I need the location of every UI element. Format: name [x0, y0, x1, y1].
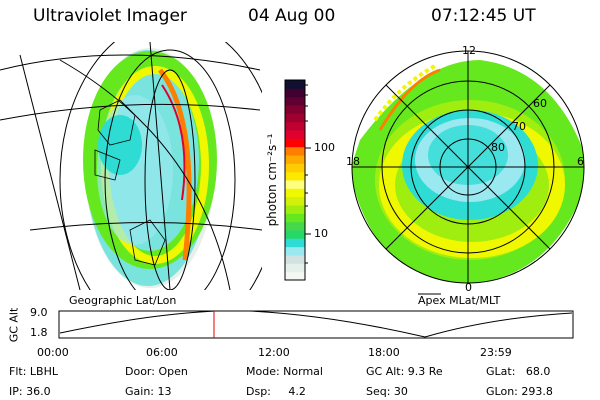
colorbar-frame — [284, 79, 306, 281]
colorbar-ticks — [305, 84, 311, 264]
status-door: Door: Open — [125, 365, 188, 378]
altitude-xtick-0000: 00:00 — [37, 346, 69, 359]
time-label: 07:12:45 UT — [431, 6, 536, 26]
status-gc-alt: GC Alt: 9.3 Re — [366, 365, 443, 378]
polar-cap-core — [98, 115, 142, 175]
colorbar-segment — [285, 80, 305, 89]
colorbar-segment — [285, 196, 305, 206]
colorbar-segment — [285, 113, 305, 123]
status-mode: Mode: Normal — [246, 365, 323, 378]
mlat-label-70: 70 — [512, 120, 526, 133]
colorbar-unit-label: photon cm⁻²s⁻¹ — [265, 133, 279, 227]
altitude-ytick-min: 1.8 — [30, 326, 48, 339]
auroral-bright-arc — [158, 68, 192, 261]
colorbar-segment — [285, 246, 305, 256]
colorbar-segment — [285, 105, 305, 114]
instrument-title: Ultraviolet Imager — [33, 6, 187, 26]
mlat-label-80: 80 — [491, 141, 505, 154]
auroral-peak-arc — [161, 84, 186, 201]
colorbar-segment — [285, 171, 305, 181]
date-label: 04 Aug 00 — [248, 6, 336, 26]
colorbar-tick-100: 100 — [314, 141, 335, 154]
status-glon: GLon: 293.8 — [486, 385, 553, 398]
altitude-ytick-max: 9.0 — [30, 306, 48, 319]
status-dsp: Dsp: 4.2 — [246, 385, 306, 398]
status-filter: Flt: LBHL — [9, 365, 58, 378]
colorbar-segment — [285, 180, 305, 189]
colorbar-segment — [285, 188, 305, 198]
lat-lon-grid — [0, 42, 262, 290]
colorbar-segment — [285, 230, 305, 239]
polar-bright-arc — [378, 68, 441, 131]
colorbar-segment — [285, 130, 305, 139]
colorbar-segment — [285, 155, 305, 164]
status-ip: IP: 36.0 — [9, 385, 51, 398]
colorbar-segment — [285, 138, 305, 148]
mlt-label-6: 6 — [577, 155, 584, 168]
right-panel-label: Apex MLat/MLT — [418, 294, 501, 307]
colorbar-segment — [285, 205, 305, 214]
altitude-xtick-2359: 23:59 — [480, 346, 512, 359]
left-panel-label: Geographic Lat/Lon — [69, 294, 177, 307]
mlat-label-60: 60 — [533, 97, 547, 110]
geographic-image — [0, 42, 262, 290]
mlt-label-0: 0 — [465, 281, 472, 294]
altitude-xtick-1200: 12:00 — [258, 346, 290, 359]
status-gain: Gain: 13 — [125, 385, 172, 398]
colorbar-segment — [285, 121, 305, 131]
mlt-label-12: 12 — [462, 44, 476, 57]
altitude-xtick-1800: 18:00 — [368, 346, 400, 359]
colorbar-segment — [285, 238, 305, 248]
altitude-ylabel: GC Alt — [7, 307, 21, 343]
colorbar-tick-10: 10 — [314, 227, 328, 240]
altitude-xtick-0600: 06:00 — [146, 346, 178, 359]
status-glat: GLat: 68.0 — [486, 365, 551, 378]
colorbar-segment — [285, 213, 305, 223]
colorbar-segment — [285, 146, 305, 156]
mlt-label-18: 18 — [346, 155, 360, 168]
colorbar-segment — [285, 96, 305, 106]
polar-grid — [351, 50, 585, 284]
altitude-plot-frame — [58, 310, 574, 339]
colorbar-segment — [285, 263, 305, 273]
altitude-curve — [59, 310, 573, 338]
colorbar-segment — [285, 271, 305, 281]
status-seq: Seq: 30 — [366, 385, 408, 398]
colorbar-segment — [285, 221, 305, 231]
colorbar-segment — [285, 88, 305, 98]
colorbar-segment — [285, 163, 305, 173]
colorbar — [285, 80, 305, 281]
colorbar-segment — [285, 255, 305, 264]
